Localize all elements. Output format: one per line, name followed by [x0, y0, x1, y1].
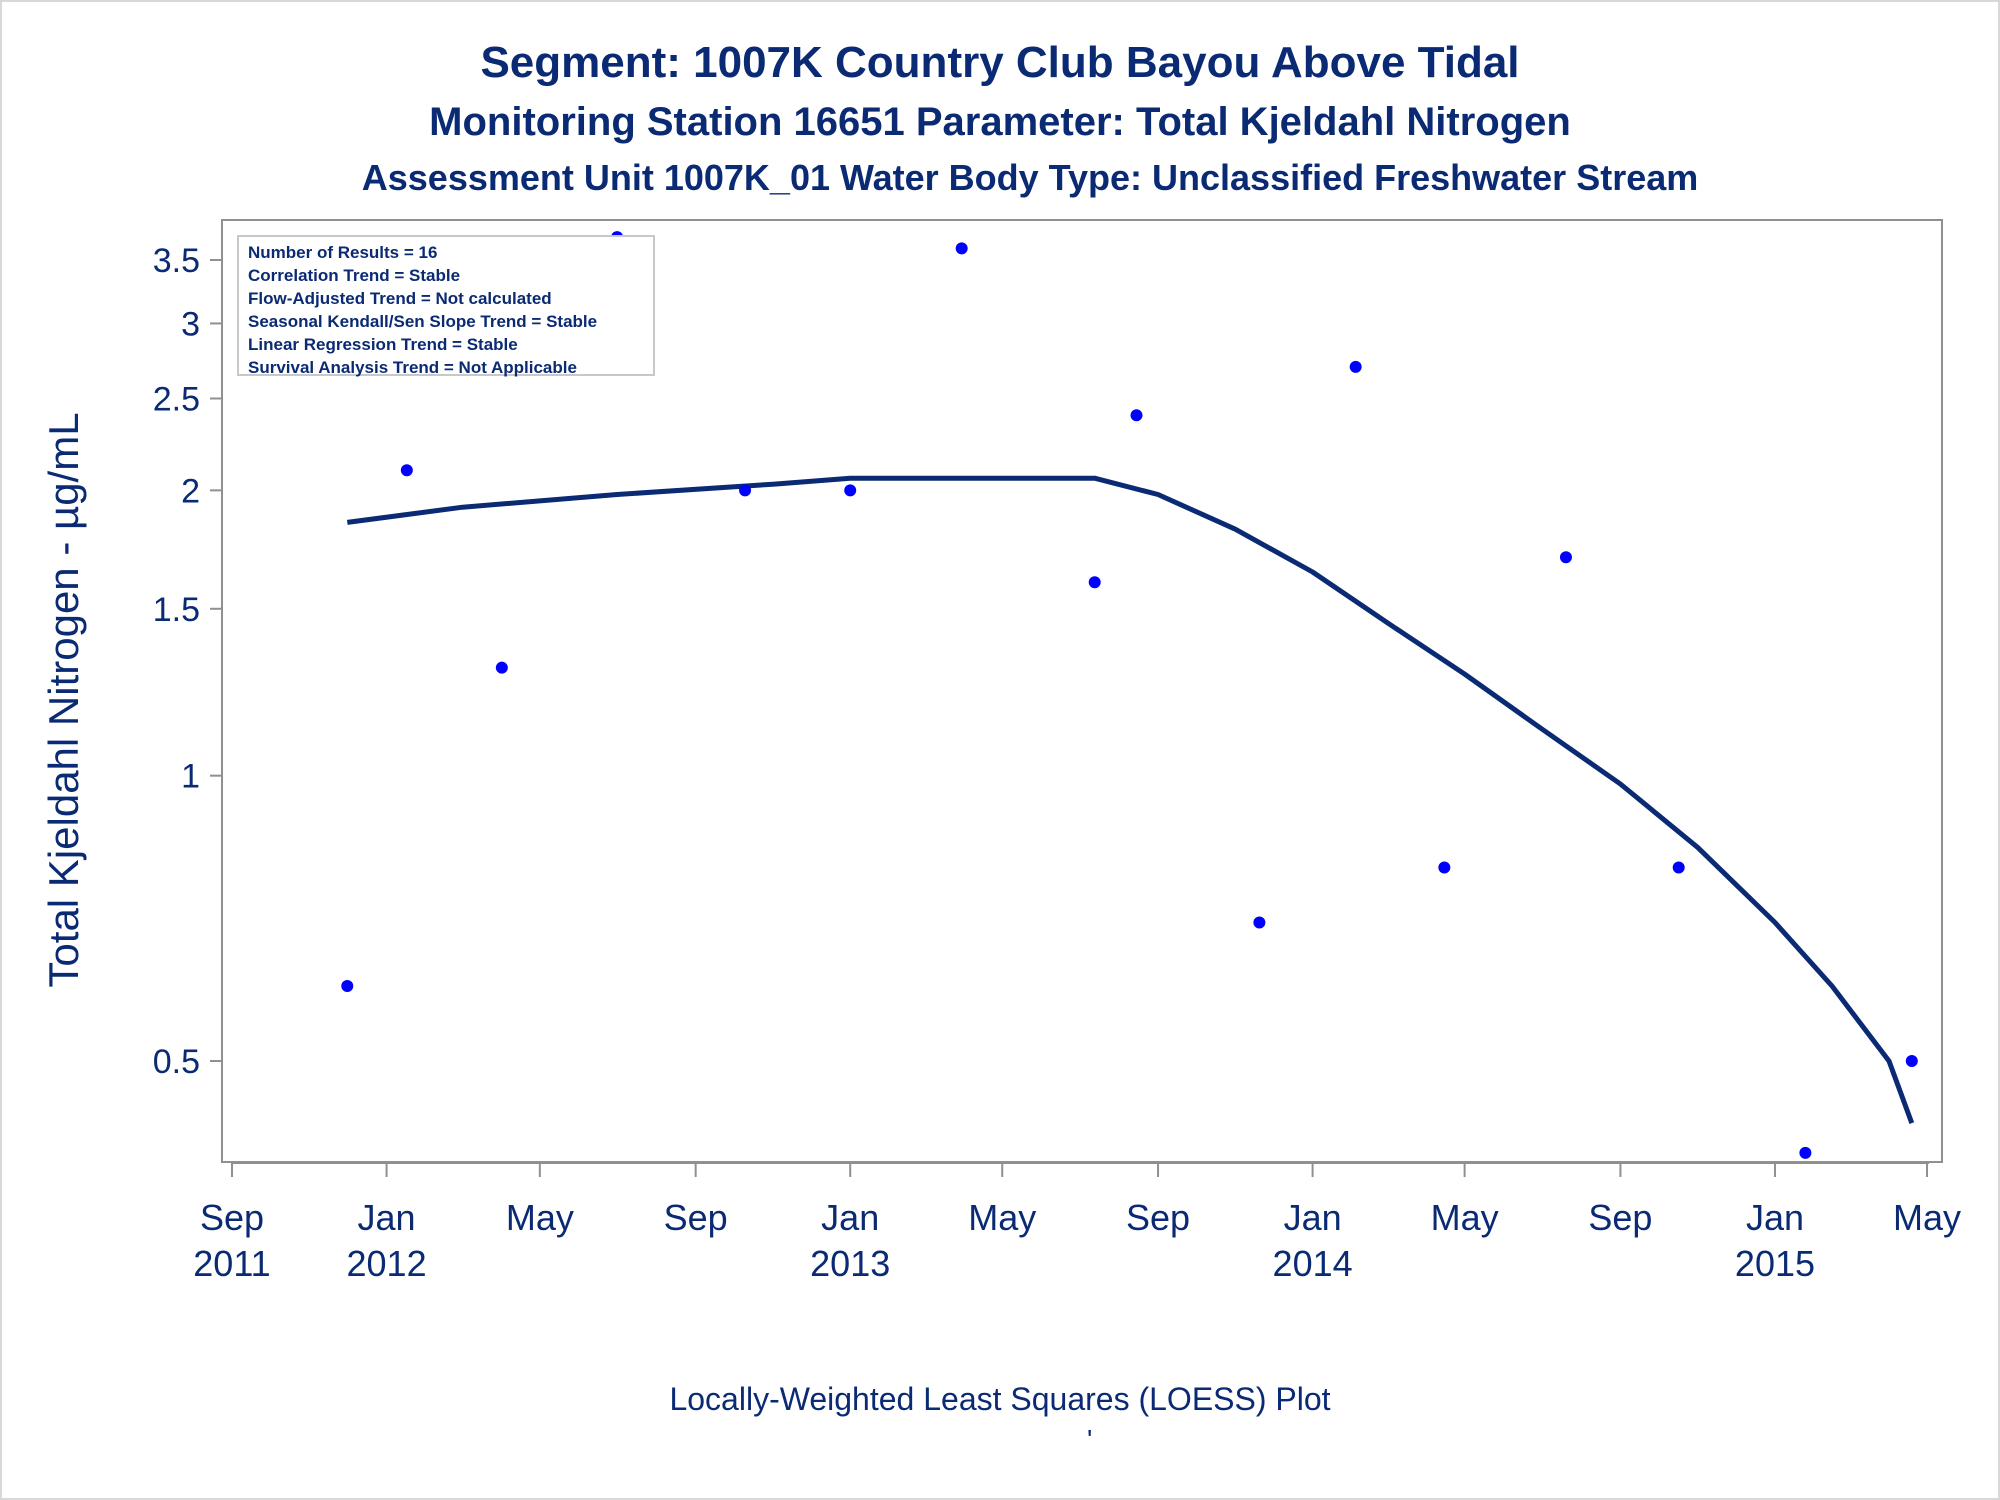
y-tick-label: 1 — [181, 758, 200, 796]
x-tick-year-label: 2012 — [347, 1243, 427, 1284]
data-point — [739, 484, 752, 497]
data-point — [1088, 576, 1101, 589]
x-tick-label: Jan — [1284, 1197, 1342, 1238]
data-point — [1253, 916, 1266, 929]
x-tick-label: Jan — [358, 1197, 416, 1238]
loess-line — [346, 475, 1915, 1124]
data-point — [495, 661, 508, 674]
chart-subtitle: Monitoring Station 16651 Parameter: Tota… — [429, 100, 1571, 144]
data-point — [1905, 1055, 1918, 1067]
legend-line-survival: Survival Analysis Trend = Not Applicable — [248, 358, 577, 377]
y-tick-label: 0.5 — [153, 1043, 200, 1081]
data-point — [1799, 1146, 1812, 1159]
x-tick-year-label: 2015 — [1735, 1243, 1815, 1284]
data-point — [1559, 551, 1572, 564]
x-tick-label: May — [968, 1197, 1036, 1238]
data-point — [1672, 861, 1685, 874]
chart-title: Segment: 1007K Country Club Bayou Above … — [480, 38, 1520, 87]
chart-subtitle-2: Assessment Unit 1007K_01 Water Body Type… — [361, 157, 1699, 198]
legend-line-flow-adjusted: Flow-Adjusted Trend = Not calculated — [248, 289, 552, 308]
footnote-mark: ' — [1087, 1424, 1093, 1455]
legend-line-seasonal-kendall: Seasonal Kendall/Sen Slope Trend = Stabl… — [248, 312, 598, 331]
y-tick-label: 2 — [181, 472, 200, 510]
x-tick-label: Sep — [1588, 1197, 1652, 1238]
legend-line-results: Number of Results = 16 — [248, 243, 438, 262]
legend-line-correlation: Correlation Trend = Stable — [248, 266, 461, 285]
footnote: Locally-Weighted Least Squares (LOESS) P… — [669, 1381, 1331, 1417]
legend-line-linear-regression: Linear Regression Trend = Stable — [248, 335, 518, 354]
data-point — [1349, 360, 1362, 373]
y-tick-label: 3.5 — [153, 242, 200, 280]
x-tick-year-label: 2014 — [1273, 1243, 1353, 1284]
x-tick-label: Jan — [821, 1197, 879, 1238]
x-tick-label: Jan — [1746, 1197, 1804, 1238]
x-tick-year-label: 2011 — [193, 1243, 270, 1284]
data-point — [1130, 409, 1143, 422]
x-tick-label: Sep — [1126, 1197, 1190, 1238]
x-tick-label: Sep — [200, 1197, 264, 1238]
data-point — [844, 484, 857, 497]
x-tick-year-label: 2013 — [810, 1243, 890, 1284]
data-point — [341, 979, 354, 992]
y-tick-label: 2.5 — [153, 381, 200, 419]
x-tick-label: May — [1893, 1197, 1961, 1238]
data-point — [955, 242, 968, 255]
x-tick-label: May — [1431, 1197, 1499, 1238]
stats-legend-box: Number of Results = 16 Correlation Trend… — [237, 235, 655, 377]
x-tick-label: Sep — [664, 1197, 728, 1238]
y-tick-label: 1.5 — [153, 591, 200, 629]
data-point — [400, 464, 413, 477]
data-point — [1438, 861, 1451, 874]
x-tick-label: May — [506, 1197, 574, 1238]
y-tick-label: 3 — [181, 305, 200, 343]
